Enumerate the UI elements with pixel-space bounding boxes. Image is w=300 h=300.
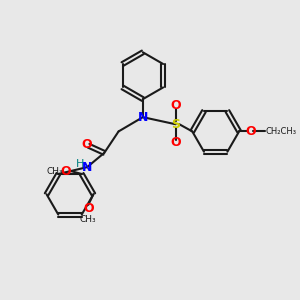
Text: O: O (83, 202, 94, 215)
Text: CH₂CH₃: CH₂CH₃ (266, 127, 297, 136)
Text: O: O (170, 136, 181, 149)
Text: O: O (245, 125, 256, 138)
Text: O: O (170, 99, 181, 112)
Text: N: N (82, 160, 92, 174)
Text: H: H (76, 159, 84, 169)
Text: O: O (81, 138, 92, 151)
Text: O: O (61, 165, 71, 178)
Text: CH₃: CH₃ (46, 167, 63, 176)
Text: S: S (171, 118, 180, 131)
Text: CH₃: CH₃ (80, 214, 97, 224)
Text: N: N (138, 111, 148, 124)
